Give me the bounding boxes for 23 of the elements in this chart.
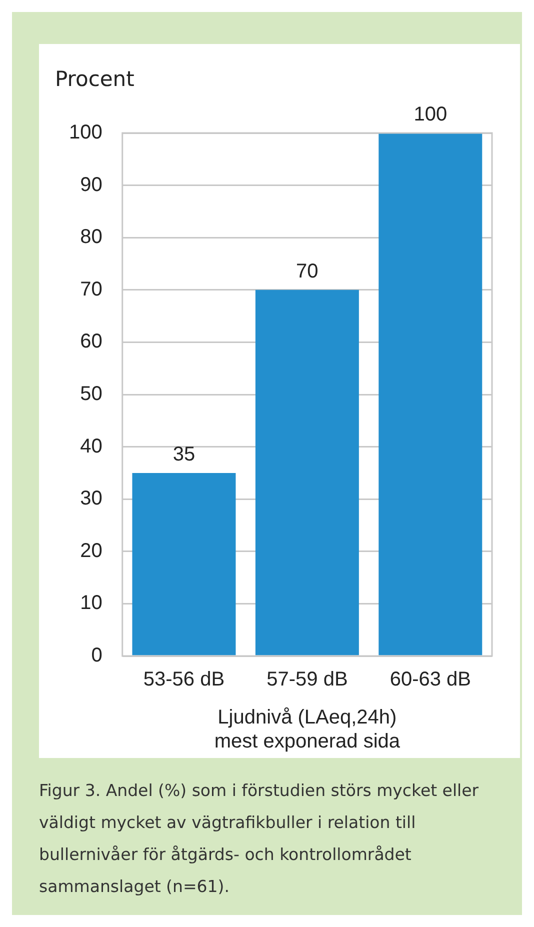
y-tick-label: 100 [68,122,102,144]
y-tick-label: 90 [80,174,102,196]
x-tick-label: 60-63 dB [390,668,471,691]
y-tick-label: 60 [80,330,102,353]
y-tick-label: 70 [80,278,102,300]
y-tick-label: 30 [80,488,102,510]
data-label: 35 [172,443,196,466]
y-tick-label: 40 [80,435,102,458]
y-tick-label: 10 [80,592,102,614]
x-tick-label: 53-56 dB [143,668,225,691]
y-axis-title: Procent [55,67,134,91]
bar [132,472,236,656]
y-tick-label: 0 [91,644,102,667]
bar [255,290,359,656]
text: Figur 3. Andel (%) som i förstudien störs mycket eller väldigt mycket av vägtrafikbuller i relation till bullernivåer för åtgärds- och kontrollområdet sammanslaget (n=61). [39,780,480,898]
x-axis-title: Ljudnivå (LAeq,24h) mest exponerad sida [214,706,401,753]
x-tick-label: 57-59 dB [266,668,348,691]
data-label: 100 [414,104,448,126]
bar [378,133,482,656]
y-tick-label: 50 [80,383,102,406]
y-tick-label: 80 [80,226,102,248]
y-tick-label: 20 [80,540,102,562]
data-label: 70 [296,260,318,282]
